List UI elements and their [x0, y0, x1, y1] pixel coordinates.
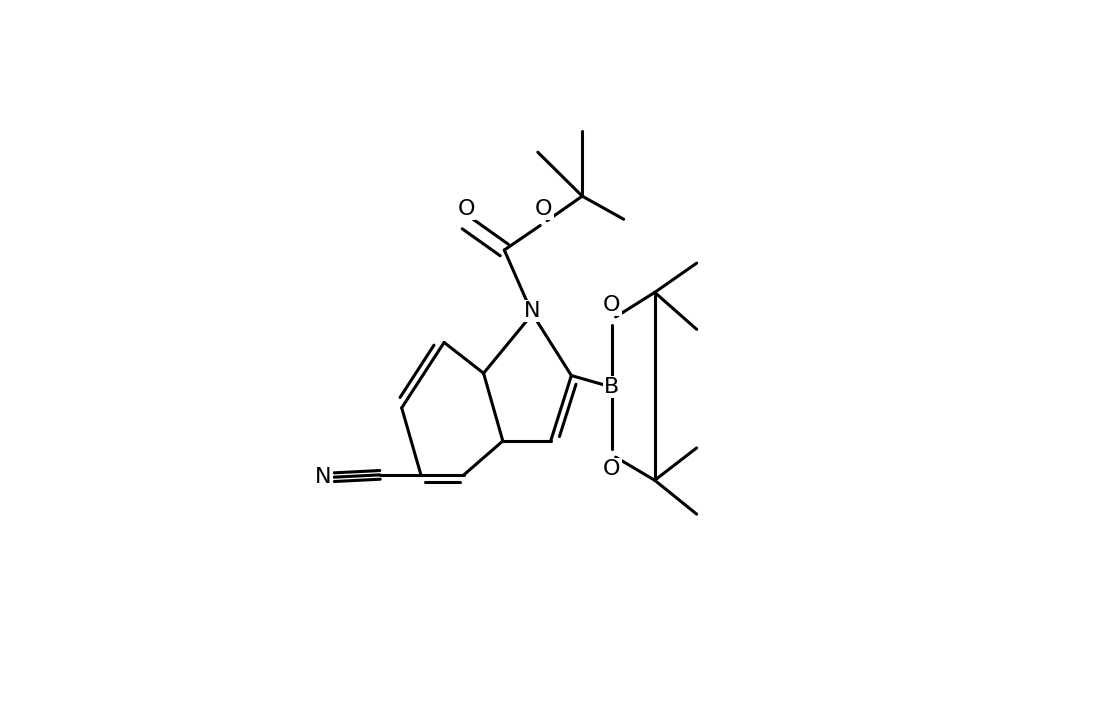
Text: O: O: [535, 199, 553, 219]
Text: N: N: [315, 467, 332, 487]
Text: O: O: [603, 295, 621, 315]
Text: N: N: [524, 301, 541, 321]
Text: B: B: [604, 377, 620, 397]
Text: O: O: [457, 199, 475, 219]
Text: O: O: [603, 459, 621, 479]
